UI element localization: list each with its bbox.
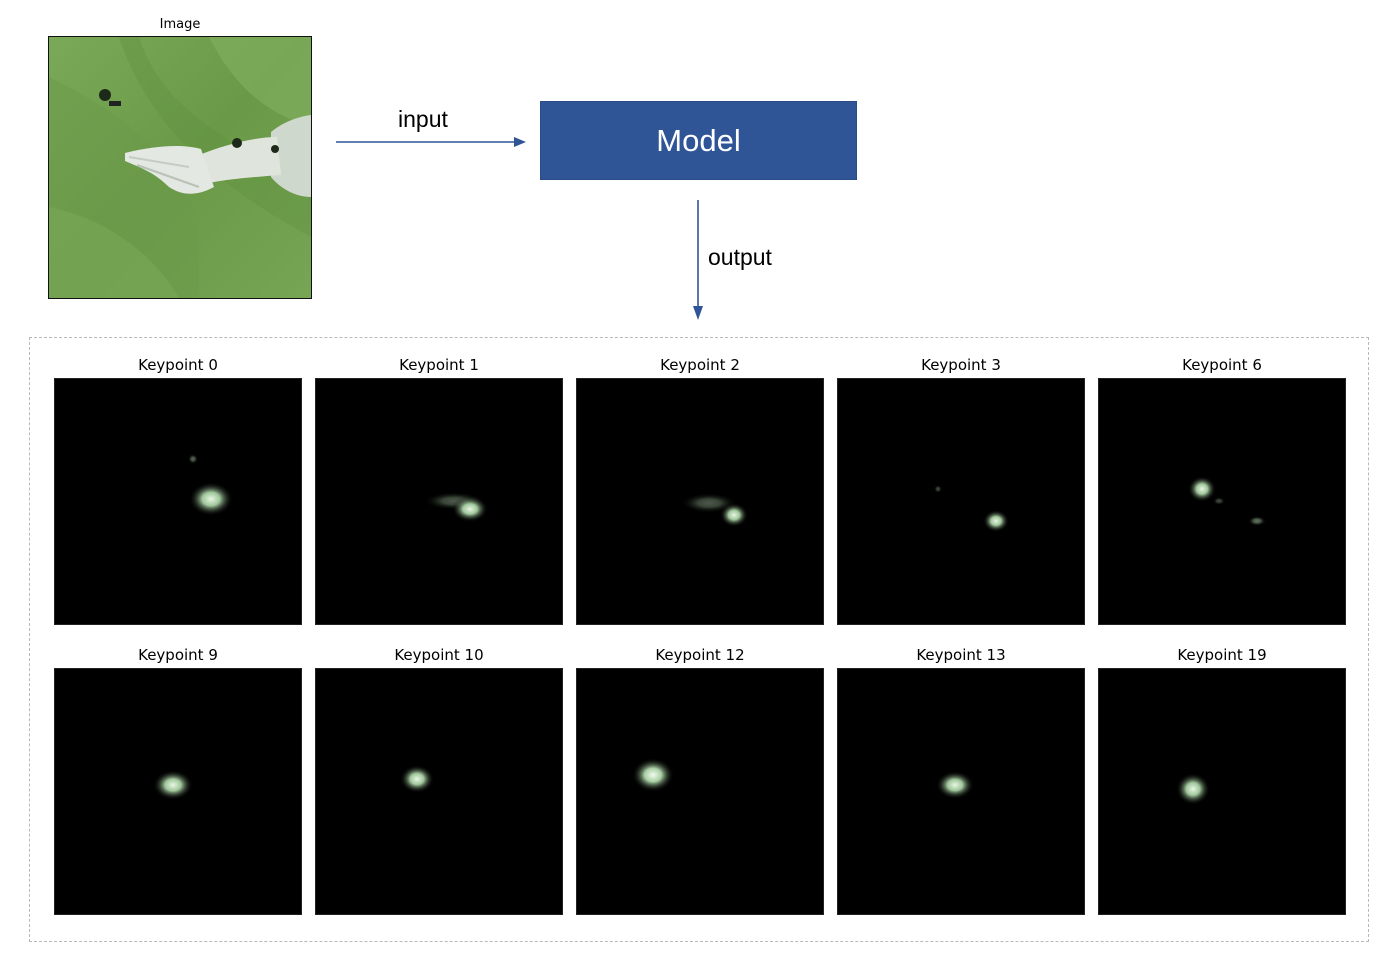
- heatmap-title: Keypoint 9: [54, 646, 302, 664]
- heatmap-title: Keypoint 13: [837, 646, 1085, 664]
- model-block: Model: [540, 101, 857, 180]
- heatmap-tile: [315, 378, 563, 625]
- output-arrow: [690, 200, 706, 322]
- heatmap-title: Keypoint 10: [315, 646, 563, 664]
- heatmap-title: Keypoint 6: [1098, 356, 1346, 374]
- heatmap-blob: [316, 379, 562, 624]
- heatmap-tile: [54, 668, 302, 915]
- heatmap-tile: [837, 668, 1085, 915]
- heatmap-blob: [55, 669, 301, 914]
- heatmap-tile: [315, 668, 563, 915]
- heatmap-title: Keypoint 2: [576, 356, 824, 374]
- input-image: [48, 36, 312, 299]
- hand-scene-illustration: [49, 37, 311, 298]
- heatmap-title: Keypoint 3: [837, 356, 1085, 374]
- heatmap-tile: [576, 668, 824, 915]
- input-arrow: [336, 134, 528, 150]
- heatmap-title: Keypoint 0: [54, 356, 302, 374]
- heatmap-blob: [577, 669, 823, 914]
- heatmap-title: Keypoint 19: [1098, 646, 1346, 664]
- heatmap-blob: [1099, 669, 1345, 914]
- input-image-title: Image: [48, 17, 312, 32]
- heatmap-blob: [55, 379, 301, 624]
- model-label: Model: [656, 123, 740, 159]
- heatmap-blob: [838, 379, 1084, 624]
- heatmap-tile: [837, 378, 1085, 625]
- output-arrow-label: output: [708, 244, 772, 271]
- heatmap-tile: [54, 378, 302, 625]
- heatmap-blob: [838, 669, 1084, 914]
- heatmap-blob: [1099, 379, 1345, 624]
- heatmap-title: Keypoint 1: [315, 356, 563, 374]
- heatmap-blob: [577, 379, 823, 624]
- heatmap-title: Keypoint 12: [576, 646, 824, 664]
- heatmap-blob: [316, 669, 562, 914]
- heatmap-tile: [576, 378, 824, 625]
- heatmap-tile: [1098, 668, 1346, 915]
- heatmap-tile: [1098, 378, 1346, 625]
- input-arrow-label: input: [398, 106, 448, 133]
